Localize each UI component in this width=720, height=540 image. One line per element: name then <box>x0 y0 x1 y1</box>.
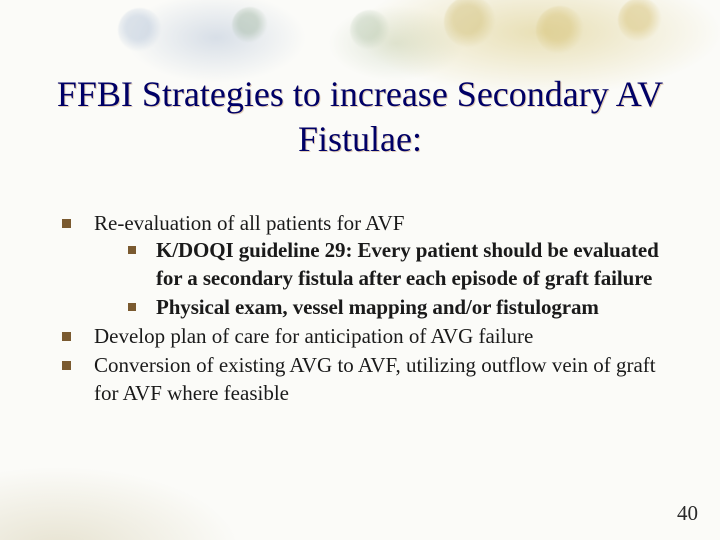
flower-blob <box>232 7 268 43</box>
bullet-list: Re-evaluation of all patients for AVF K/… <box>50 210 680 407</box>
sub-bullet-text: K/DOQI guideline 29: Every patient shoul… <box>156 238 659 289</box>
sub-bullet-item: K/DOQI guideline 29: Every patient shoul… <box>116 237 680 292</box>
flower-blob <box>118 8 162 52</box>
bullet-text: Conversion of existing AVG to AVF, utili… <box>94 353 656 404</box>
bullet-text: Develop plan of care for anticipation of… <box>94 324 533 348</box>
sub-bullet-item: Physical exam, vessel mapping and/or fis… <box>116 294 680 321</box>
slide-body: Re-evaluation of all patients for AVF K/… <box>50 210 680 409</box>
flower-blob <box>618 0 662 42</box>
slide-title: FFBI Strategies to increase Secondary AV… <box>0 72 720 162</box>
sub-bullet-list: K/DOQI guideline 29: Every patient shoul… <box>94 237 680 321</box>
flower-blob <box>350 10 390 50</box>
bullet-item: Develop plan of care for anticipation of… <box>50 323 680 350</box>
page-number: 40 <box>677 501 698 526</box>
slide: FFBI Strategies to increase Secondary AV… <box>0 0 720 540</box>
flower-blob <box>444 0 496 48</box>
sub-bullet-text: Physical exam, vessel mapping and/or fis… <box>156 295 599 319</box>
bullet-item: Re-evaluation of all patients for AVF K/… <box>50 210 680 321</box>
bullet-text: Re-evaluation of all patients for AVF <box>94 211 404 235</box>
top-floral-decoration <box>0 0 720 55</box>
bullet-item: Conversion of existing AVG to AVF, utili… <box>50 352 680 407</box>
flower-blob <box>536 6 584 54</box>
